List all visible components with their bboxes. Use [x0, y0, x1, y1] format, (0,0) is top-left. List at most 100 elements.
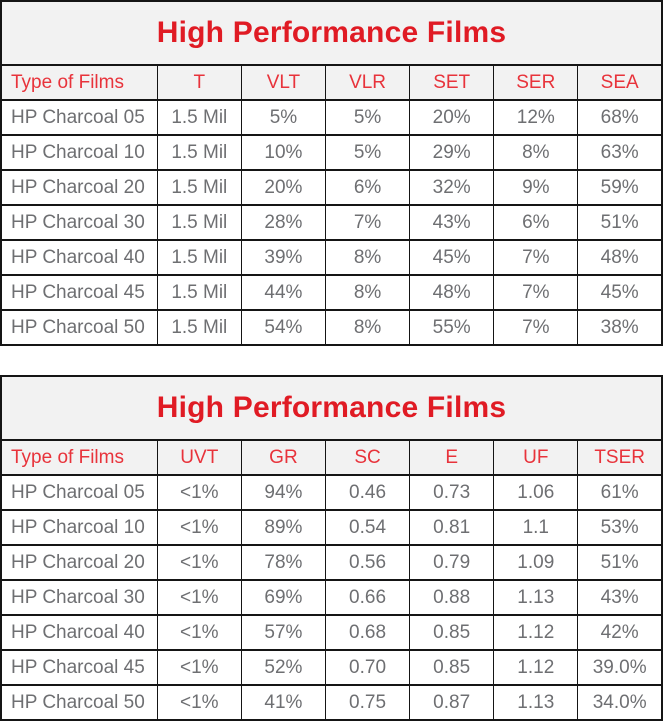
table-body: HP Charcoal 05 <1% 94% 0.46 0.73 1.06 61% HP Ch…	[1, 475, 662, 720]
value-cell: 1.5 Mil	[156, 309, 242, 345]
value-cell: 5%	[324, 100, 410, 135]
value-cell: 1.06	[493, 475, 578, 510]
column-header-ser: SER	[493, 65, 578, 101]
value-cell: <1%	[156, 544, 242, 580]
film-name-cell: HP Charcoal 10	[1, 134, 158, 170]
value-cell: 78%	[240, 544, 326, 580]
value-cell: 0.75	[324, 684, 410, 720]
value-cell: 1.12	[493, 614, 578, 650]
value-cell: 5%	[240, 100, 326, 135]
value-cell: 29%	[409, 134, 494, 170]
value-cell: 0.54	[324, 509, 410, 545]
table-row: HP Charcoal 05 <1% 94% 0.46 0.73 1.06 61%	[1, 475, 662, 510]
table-row: HP Charcoal 05 1.5 Mil 5% 5% 20% 12% 68%	[1, 100, 662, 135]
value-cell: 10%	[240, 134, 326, 170]
table-row: HP Charcoal 45 1.5 Mil 44% 8% 48% 7% 45%	[1, 274, 662, 310]
value-cell: 39.0%	[577, 649, 662, 685]
column-header-uvt: UVT	[156, 440, 242, 476]
value-cell: 43%	[409, 204, 494, 240]
table-row: HP Charcoal 40 <1% 57% 0.68 0.85 1.12 42%	[1, 614, 662, 650]
value-cell: 48%	[577, 239, 662, 275]
column-header-row: Type of Films UVT GR SC E UF TSER	[1, 440, 662, 476]
film-name-cell: HP Charcoal 50	[1, 309, 158, 345]
value-cell: 0.46	[324, 475, 410, 510]
value-cell: 51%	[577, 204, 662, 240]
value-cell: 8%	[324, 309, 410, 345]
hp-films-table-2: High Performance Films Type of Films UVT G…	[0, 375, 663, 721]
value-cell: 1.13	[493, 684, 578, 720]
value-cell: 1.13	[493, 579, 578, 615]
value-cell: 0.56	[324, 544, 410, 580]
value-cell: 1.09	[493, 544, 578, 580]
column-header-sc: SC	[324, 440, 410, 476]
value-cell: 0.88	[409, 579, 494, 615]
table-row: HP Charcoal 40 1.5 Mil 39% 8% 45% 7% 48%	[1, 239, 662, 275]
film-name-cell: HP Charcoal 45	[1, 649, 158, 685]
table-body: HP Charcoal 05 1.5 Mil 5% 5% 20% 12% 68% HP Cha…	[1, 100, 662, 345]
film-name-cell: HP Charcoal 20	[1, 169, 158, 205]
value-cell: 0.73	[409, 475, 494, 510]
table-row: HP Charcoal 45 <1% 52% 0.70 0.85 1.12 39.0%	[1, 649, 662, 685]
table-row: HP Charcoal 50 1.5 Mil 54% 8% 55% 7% 38%	[1, 309, 662, 345]
value-cell: 1.1	[493, 509, 578, 545]
value-cell: <1%	[156, 649, 242, 685]
value-cell: 51%	[577, 544, 662, 580]
film-name-cell: HP Charcoal 40	[1, 614, 158, 650]
film-name-cell: HP Charcoal 05	[1, 475, 158, 510]
column-header-vlr: VLR	[324, 65, 410, 101]
value-cell: 68%	[577, 100, 662, 135]
table-row: HP Charcoal 20 1.5 Mil 20% 6% 32% 9% 59%	[1, 169, 662, 205]
column-header-tser: TSER	[577, 440, 662, 476]
title-row: High Performance Films	[1, 1, 662, 66]
value-cell: 43%	[577, 579, 662, 615]
value-cell: <1%	[156, 579, 242, 615]
value-cell: 63%	[577, 134, 662, 170]
value-cell: 7%	[493, 309, 578, 345]
value-cell: <1%	[156, 509, 242, 545]
table-row: HP Charcoal 10 <1% 89% 0.54 0.81 1.1 53%	[1, 509, 662, 545]
value-cell: 8%	[324, 239, 410, 275]
value-cell: 69%	[240, 579, 326, 615]
value-cell: 0.85	[409, 649, 494, 685]
film-name-cell: HP Charcoal 20	[1, 544, 158, 580]
value-cell: 55%	[409, 309, 494, 345]
film-name-cell: HP Charcoal 30	[1, 204, 158, 240]
value-cell: 59%	[577, 169, 662, 205]
film-name-cell: HP Charcoal 40	[1, 239, 158, 275]
value-cell: 0.81	[409, 509, 494, 545]
value-cell: 94%	[240, 475, 326, 510]
column-header-uf: UF	[493, 440, 578, 476]
value-cell: 0.87	[409, 684, 494, 720]
value-cell: 61%	[577, 475, 662, 510]
value-cell: 7%	[493, 239, 578, 275]
table-row: HP Charcoal 30 <1% 69% 0.66 0.88 1.13 43%	[1, 579, 662, 615]
column-header-type-of-films: Type of Films	[1, 65, 158, 101]
value-cell: 1.5 Mil	[156, 100, 242, 135]
value-cell: 89%	[240, 509, 326, 545]
value-cell: 34.0%	[577, 684, 662, 720]
value-cell: 0.79	[409, 544, 494, 580]
value-cell: 20%	[240, 169, 326, 205]
value-cell: 0.66	[324, 579, 410, 615]
value-cell: 32%	[409, 169, 494, 205]
value-cell: <1%	[156, 475, 242, 510]
value-cell: <1%	[156, 684, 242, 720]
value-cell: 28%	[240, 204, 326, 240]
value-cell: 5%	[324, 134, 410, 170]
value-cell: 0.70	[324, 649, 410, 685]
value-cell: 54%	[240, 309, 326, 345]
film-name-cell: HP Charcoal 10	[1, 509, 158, 545]
column-header-type-of-films: Type of Films	[1, 440, 158, 476]
table-row: HP Charcoal 30 1.5 Mil 28% 7% 43% 6% 51%	[1, 204, 662, 240]
value-cell: 1.5 Mil	[156, 169, 242, 205]
value-cell: 1.5 Mil	[156, 239, 242, 275]
value-cell: 39%	[240, 239, 326, 275]
value-cell: 8%	[324, 274, 410, 310]
value-cell: 6%	[324, 169, 410, 205]
value-cell: 7%	[493, 274, 578, 310]
value-cell: 45%	[409, 239, 494, 275]
value-cell: 6%	[493, 204, 578, 240]
value-cell: 1.5 Mil	[156, 204, 242, 240]
table-row: HP Charcoal 50 <1% 41% 0.75 0.87 1.13 34.0%	[1, 684, 662, 720]
